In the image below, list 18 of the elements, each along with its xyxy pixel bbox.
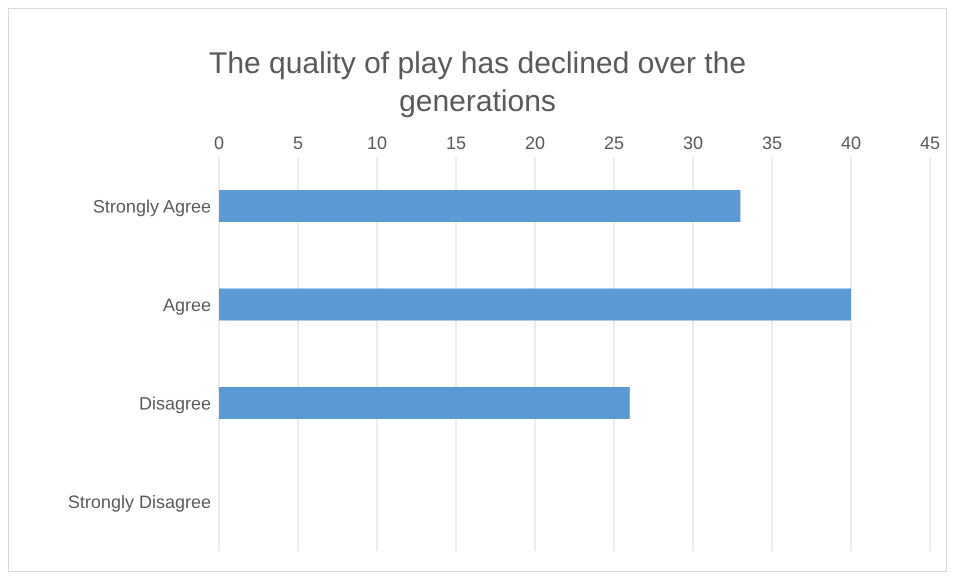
bar (219, 387, 630, 419)
x-tick-label: 30 (682, 133, 704, 153)
y-tick-label: Disagree (138, 394, 211, 414)
x-tick-label: 0 (214, 133, 224, 153)
x-tick-label: 10 (366, 133, 388, 153)
bar (219, 288, 851, 320)
y-tick-label: Strongly Disagree (68, 492, 211, 512)
bar (219, 190, 740, 222)
y-tick-label: Strongly Agree (92, 196, 211, 217)
x-tick-label: 15 (446, 133, 466, 153)
x-tick-label: 5 (292, 133, 304, 153)
chart-title: The quality of play has declined over the generations (208, 46, 747, 120)
x-tick-label: 40 (840, 133, 862, 153)
y-tick-label: Agree (162, 295, 211, 316)
x-tick-label: 25 (604, 133, 624, 153)
x-tick-label: 35 (762, 133, 782, 153)
x-tick-label: 45 (920, 133, 940, 153)
x-tick-label: 20 (524, 133, 546, 153)
